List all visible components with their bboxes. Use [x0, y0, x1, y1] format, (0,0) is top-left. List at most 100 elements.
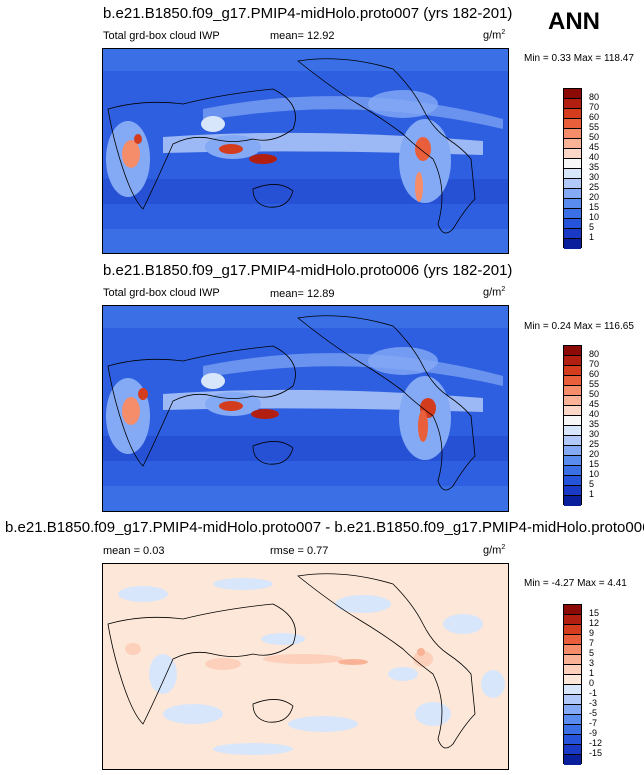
panel-1-title: b.e21.B1850.f09_g17.PMIP4-midHolo.proto0… — [103, 5, 513, 22]
colorbar-bin — [564, 615, 581, 625]
colorbar-bin — [564, 735, 581, 745]
colorbar-bin — [564, 129, 581, 139]
colorbar-bin — [564, 239, 581, 249]
colorbar-tick-label: 20 — [589, 192, 600, 202]
colorbar-bin — [564, 625, 581, 635]
colorbar-bin — [564, 386, 581, 396]
colorbar-bin — [564, 496, 581, 506]
colorbar-bin — [564, 446, 581, 456]
panel-2-mean: mean= 12.89 — [270, 288, 335, 300]
colorbar-tick-label: 25 — [589, 182, 600, 192]
colorbar-tick-label: 5 — [589, 222, 595, 232]
colorbar-bin — [564, 665, 581, 675]
colorbar-bin — [564, 486, 581, 496]
colorbar-tick-label: 10 — [589, 469, 600, 479]
colorbar-bin — [564, 109, 581, 119]
colorbar-bin — [564, 229, 581, 239]
colorbar-tick-label: 20 — [589, 449, 600, 459]
colorbar-bin — [564, 655, 581, 665]
panel-1-unit: g/m2 — [483, 29, 506, 42]
colorbar-bin — [564, 745, 581, 755]
colorbar-tick-label: 50 — [589, 132, 600, 142]
colorbar-bin — [564, 396, 581, 406]
colorbar-bin — [564, 346, 581, 356]
colorbar-bin — [564, 645, 581, 655]
colorbar-bin — [564, 406, 581, 416]
colorbar-tick-label: 40 — [589, 409, 600, 419]
colorbar-bin — [564, 89, 581, 99]
colorbar-tick-label: 1 — [589, 489, 595, 499]
colorbar-bin — [564, 179, 581, 189]
colorbar-bin — [564, 675, 581, 685]
colorbar-tick-label: -5 — [589, 708, 598, 718]
colorbar-tick-label: 15 — [589, 608, 600, 618]
colorbar-tick-label: 25 — [589, 439, 600, 449]
panel-3-rmse: rmse = 0.77 — [270, 545, 329, 557]
colorbar-bin — [564, 436, 581, 446]
colorbar-bin — [564, 635, 581, 645]
colorbar-tick-label: 35 — [589, 162, 600, 172]
colorbar-tick-label: 70 — [589, 102, 600, 112]
colorbar-tick-label: 1 — [589, 668, 595, 678]
colorbar-bin — [564, 169, 581, 179]
panel-3-minmax: Min = -4.27 Max = 4.41 — [524, 578, 627, 589]
colorbar-bin — [564, 119, 581, 129]
colorbar-bin — [564, 209, 581, 219]
colorbar-tick-label: 1 — [589, 232, 595, 242]
colorbar-bin — [564, 705, 581, 715]
colorbar-tick-label: 35 — [589, 419, 600, 429]
colorbar-tick-label: -3 — [589, 698, 598, 708]
panel-1-field-label: Total grd-box cloud IWP — [103, 30, 220, 42]
colorbar-tick-label: 55 — [589, 379, 600, 389]
colorbar-bin — [564, 139, 581, 149]
colorbar-tick-label: 3 — [589, 658, 595, 668]
colorbar-tick-label: -7 — [589, 718, 598, 728]
colorbar-bin — [564, 416, 581, 426]
colorbar-bin — [564, 159, 581, 169]
panel-2-title: b.e21.B1850.f09_g17.PMIP4-midHolo.proto0… — [103, 262, 513, 279]
colorbar-bin — [564, 685, 581, 695]
colorbar-tick-label: 50 — [589, 389, 600, 399]
panel-3-colorbar — [563, 604, 582, 765]
colorbar-tick-label: 0 — [589, 678, 595, 688]
panel-2-map — [102, 305, 509, 512]
panel-3-unit: g/m2 — [483, 544, 506, 557]
colorbar-tick-label: 30 — [589, 172, 600, 182]
colorbar-bin — [564, 99, 581, 109]
panel-2-minmax: Min = 0.24 Max = 116.65 — [524, 321, 634, 332]
colorbar-bin — [564, 466, 581, 476]
colorbar-tick-label: -15 — [589, 748, 603, 758]
colorbar-tick-label: 12 — [589, 618, 600, 628]
colorbar-bin — [564, 695, 581, 705]
colorbar-tick-label: 60 — [589, 369, 600, 379]
colorbar-bin — [564, 376, 581, 386]
colorbar-bin — [564, 476, 581, 486]
colorbar-tick-label: 7 — [589, 638, 595, 648]
colorbar-bin — [564, 199, 581, 209]
colorbar-tick-label: 80 — [589, 349, 600, 359]
colorbar-bin — [564, 149, 581, 159]
panel-3-title: b.e21.B1850.f09_g17.PMIP4-midHolo.proto0… — [5, 519, 644, 536]
colorbar-bin — [564, 356, 581, 366]
colorbar-tick-label: 15 — [589, 202, 600, 212]
colorbar-tick-label: -12 — [589, 738, 603, 748]
panel-3-map — [102, 563, 509, 770]
colorbar-tick-label: 40 — [589, 152, 600, 162]
colorbar-bin — [564, 219, 581, 229]
panel-1-colorbar — [563, 88, 582, 249]
colorbar-bin — [564, 725, 581, 735]
colorbar-bin — [564, 715, 581, 725]
colorbar-tick-label: 30 — [589, 429, 600, 439]
panel-2-field-label: Total grd-box cloud IWP — [103, 287, 220, 299]
panel-3-mean: mean = 0.03 — [103, 545, 165, 557]
colorbar-tick-label: 55 — [589, 122, 600, 132]
colorbar-tick-label: -1 — [589, 688, 598, 698]
colorbar-tick-label: 45 — [589, 399, 600, 409]
colorbar-tick-label: 70 — [589, 359, 600, 369]
colorbar-bin — [564, 755, 581, 765]
panel-1-mean: mean= 12.92 — [270, 30, 335, 42]
colorbar-bin — [564, 456, 581, 466]
panel-1-map — [102, 48, 509, 254]
colorbar-tick-label: 60 — [589, 112, 600, 122]
colorbar-tick-label: 9 — [589, 628, 595, 638]
